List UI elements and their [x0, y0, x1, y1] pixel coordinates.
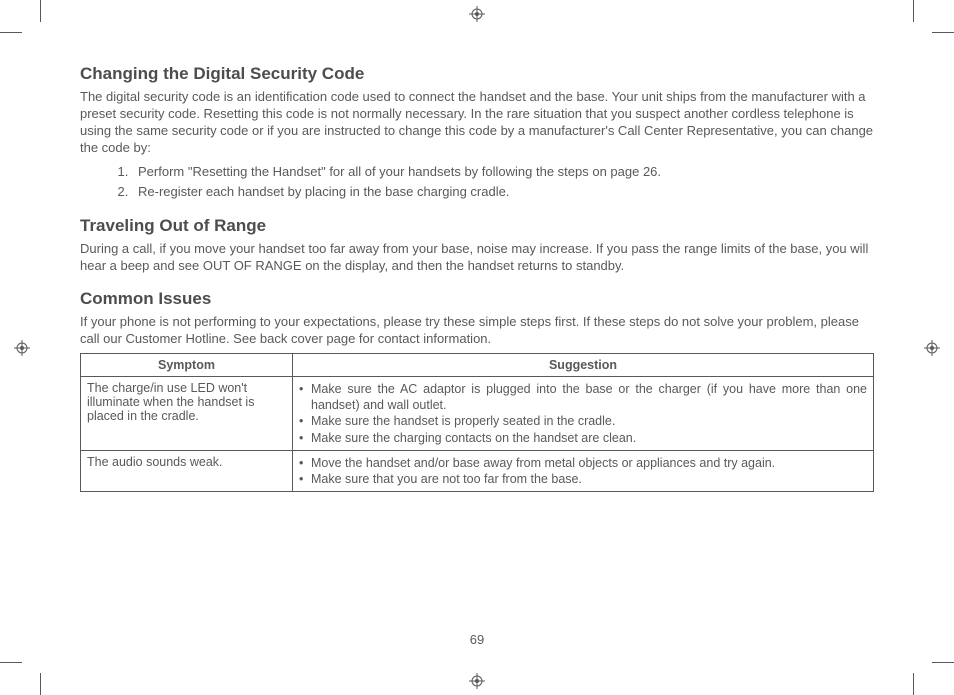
col-header-symptom: Symptom: [81, 353, 293, 376]
body-security-code: The digital security code is an identifi…: [80, 88, 874, 157]
step-item: Perform "Resetting the Handset" for all …: [132, 163, 874, 182]
suggestion-item: Make sure the handset is properly seated…: [299, 413, 867, 429]
section-out-of-range: Traveling Out of Range During a call, if…: [80, 216, 874, 274]
cell-suggestion: Move the handset and/or base away from m…: [293, 450, 874, 492]
heading-out-of-range: Traveling Out of Range: [80, 216, 874, 236]
suggestion-item: Move the handset and/or base away from m…: [299, 455, 867, 471]
registration-mark-right: [924, 340, 940, 356]
heading-common-issues: Common Issues: [80, 289, 874, 309]
body-common-issues: If your phone is not performing to your …: [80, 313, 874, 347]
suggestion-item: Make sure that you are not too far from …: [299, 471, 867, 487]
registration-mark-bottom: [469, 673, 485, 689]
table-row: The charge/in use LED won't illuminate w…: [81, 376, 874, 450]
suggestion-item: Make sure the AC adaptor is plugged into…: [299, 381, 867, 414]
table-common-issues: Symptom Suggestion The charge/in use LED…: [80, 353, 874, 493]
steps-security-code: Perform "Resetting the Handset" for all …: [132, 163, 874, 203]
body-out-of-range: During a call, if you move your handset …: [80, 240, 874, 274]
col-header-suggestion: Suggestion: [293, 353, 874, 376]
step-item: Re-register each handset by placing in t…: [132, 183, 874, 202]
cell-symptom: The audio sounds weak.: [81, 450, 293, 492]
registration-mark-left: [14, 340, 30, 356]
page-number: 69: [0, 632, 954, 647]
cell-suggestion: Make sure the AC adaptor is plugged into…: [293, 376, 874, 450]
registration-mark-top: [469, 6, 485, 22]
section-common-issues: Common Issues If your phone is not perfo…: [80, 289, 874, 493]
cell-symptom: The charge/in use LED won't illuminate w…: [81, 376, 293, 450]
heading-security-code: Changing the Digital Security Code: [80, 64, 874, 84]
page-content: Changing the Digital Security Code The d…: [80, 64, 874, 631]
suggestion-item: Make sure the charging contacts on the h…: [299, 430, 867, 446]
section-security-code: Changing the Digital Security Code The d…: [80, 64, 874, 202]
table-row: The audio sounds weak. Move the handset …: [81, 450, 874, 492]
